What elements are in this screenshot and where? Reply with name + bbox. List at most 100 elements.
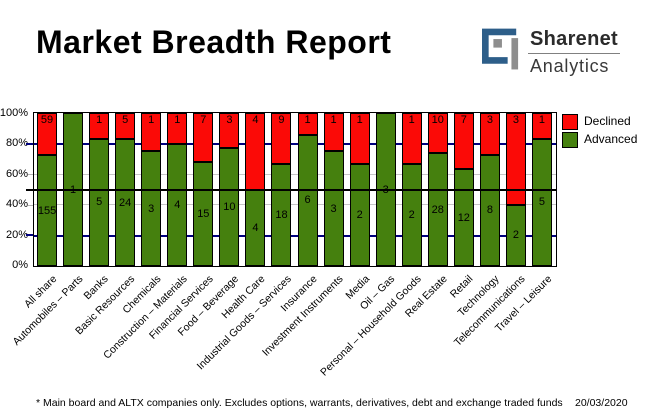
- declined-value-label: 3: [512, 114, 519, 126]
- advanced-value-label: 12: [457, 211, 470, 224]
- bar-basic-resources: 5 24: [115, 113, 136, 266]
- segment-declined: [349, 113, 370, 164]
- advanced-value-label: 2: [512, 229, 519, 242]
- sharenet-logo-text: Sharenet Analytics: [528, 28, 620, 77]
- advanced-value-label: 10: [223, 201, 236, 214]
- declined-value-label: 1: [538, 114, 546, 126]
- advanced-value-label: 3: [148, 202, 155, 215]
- legend-swatch-declined: [562, 114, 578, 130]
- segment-declined: [167, 113, 188, 144]
- legend-label-declined: Declined: [584, 114, 631, 128]
- advanced-value-label: 4: [252, 221, 259, 234]
- reference-line-50pct: [26, 188, 557, 191]
- segment-declined: [219, 113, 240, 149]
- declined-value-label: 7: [200, 114, 207, 126]
- segment-declined: [297, 113, 318, 135]
- segment-advanced: [427, 153, 448, 266]
- declined-value-label: 1: [330, 114, 337, 126]
- advanced-value-label: 24: [119, 196, 132, 209]
- advanced-value-label: 4: [174, 198, 181, 211]
- declined-value-label: 1: [96, 114, 103, 126]
- bar-financial-services: 7 15: [193, 113, 214, 266]
- segment-declined: [479, 113, 500, 155]
- segment-advanced: [531, 138, 552, 266]
- declined-value-label: 1: [356, 114, 363, 126]
- declined-value-label: 1: [174, 114, 181, 126]
- advanced-value-label: 2: [408, 209, 415, 221]
- segment-advanced: [141, 151, 162, 266]
- legend-swatch-advanced: [562, 132, 578, 148]
- declined-value-label: 3: [486, 114, 493, 126]
- bar-food-beverage: 3 10: [219, 113, 240, 266]
- footnote: * Main board and ALTX companies only. Ex…: [36, 397, 563, 409]
- advanced-value-label: 5: [538, 196, 546, 209]
- segment-declined: [115, 113, 136, 140]
- segment-advanced: [505, 204, 526, 266]
- stacked-bar-plot-area: 5915511552413147153104491816131231210287…: [33, 112, 557, 267]
- segment-advanced: [479, 154, 500, 266]
- segment-declined: [323, 113, 344, 152]
- segment-declined: [89, 113, 110, 139]
- declined-value-label: 1: [148, 114, 155, 126]
- advanced-value-label: 18: [275, 209, 288, 221]
- declined-value-label: 3: [226, 114, 233, 126]
- bar-retail: 7 12: [453, 113, 474, 266]
- declined-value-label: 1: [408, 114, 415, 126]
- declined-value-label: 9: [278, 114, 285, 126]
- segment-advanced: [323, 151, 344, 266]
- segment-declined: [37, 113, 58, 156]
- segment-declined: [427, 113, 448, 154]
- gridline-20: [34, 234, 556, 237]
- advanced-value-label: 28: [431, 203, 444, 216]
- advanced-value-label: 8: [486, 204, 493, 217]
- segment-advanced: [193, 161, 214, 266]
- segment-advanced: [167, 143, 188, 266]
- segment-declined: [271, 113, 292, 164]
- logo-brand-name: Sharenet: [528, 28, 620, 54]
- segment-declined: [531, 113, 552, 139]
- advanced-value-label: 6: [304, 194, 311, 207]
- y-tick-label-20: 20%: [5, 228, 28, 241]
- segment-advanced: [37, 155, 58, 266]
- y-tick-label-40: 40%: [5, 198, 28, 211]
- bar-real-estate: 10 28: [427, 113, 448, 266]
- y-tick-label-0: 0%: [12, 259, 28, 271]
- advanced-value-label: 155: [37, 204, 57, 217]
- segment-declined: [141, 113, 162, 152]
- y-tick-mark-60: [28, 174, 33, 176]
- segment-advanced: [297, 134, 318, 266]
- legend-label-advanced: Advanced: [584, 132, 638, 146]
- segment-declined: [505, 113, 526, 205]
- bar-all-share: 59 155: [37, 113, 58, 266]
- y-tick-mark-20: [26, 234, 33, 237]
- declined-value-label: 10: [431, 114, 444, 126]
- declined-value-label: 7: [460, 114, 467, 126]
- gridline-60: [34, 173, 556, 175]
- logo-brand-sub: Analytics: [530, 56, 610, 76]
- declined-value-label: 5: [122, 114, 129, 126]
- y-tick-label-80: 80%: [5, 137, 28, 150]
- segment-declined: [193, 113, 214, 162]
- y-tick-label-60: 60%: [5, 167, 28, 180]
- segment-advanced: [89, 138, 110, 266]
- segment-declined: [401, 113, 422, 164]
- y-tick-mark-40: [28, 204, 33, 206]
- advanced-value-label: 2: [356, 209, 363, 221]
- declined-value-label: 59: [40, 114, 54, 126]
- report-date: 20/03/2020: [575, 397, 628, 409]
- page-title: Market Breadth Report: [36, 24, 392, 60]
- segment-advanced: [453, 169, 474, 266]
- gridline-40: [34, 204, 556, 206]
- gridline-80: [34, 143, 556, 146]
- segment-advanced: [115, 139, 136, 266]
- sharenet-logo: Sharenet Analytics: [482, 28, 620, 77]
